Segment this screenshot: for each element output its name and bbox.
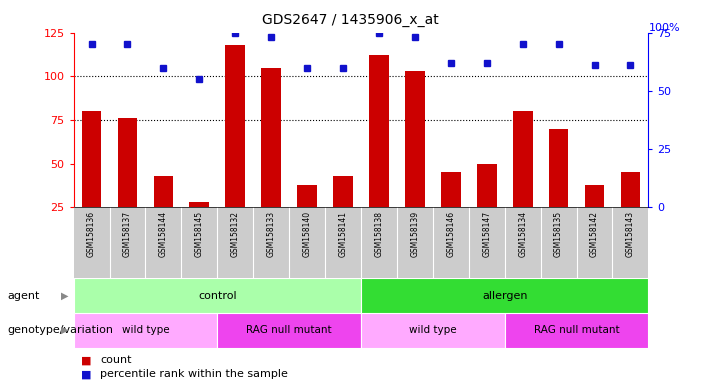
Text: GSM158132: GSM158132 (231, 211, 240, 257)
Text: GSM158142: GSM158142 (590, 211, 599, 257)
Bar (189, 202, 209, 251)
Bar (226, 45, 245, 251)
Text: genotype/variation: genotype/variation (7, 325, 113, 335)
Text: GSM158146: GSM158146 (447, 211, 456, 257)
Text: allergen: allergen (482, 291, 527, 301)
Bar (74, 278, 361, 313)
Text: agent: agent (7, 291, 39, 301)
Text: count: count (100, 355, 132, 365)
Bar (361, 278, 648, 313)
Bar (261, 68, 281, 251)
Bar (549, 129, 569, 251)
Bar (82, 111, 102, 251)
Text: GSM158143: GSM158143 (626, 211, 635, 257)
Bar (118, 118, 137, 251)
Text: GDS2647 / 1435906_x_at: GDS2647 / 1435906_x_at (262, 13, 439, 27)
Text: percentile rank within the sample: percentile rank within the sample (100, 369, 288, 379)
Text: GSM158140: GSM158140 (303, 211, 312, 257)
Bar (333, 176, 353, 251)
Text: ■: ■ (81, 369, 91, 379)
Text: GSM158135: GSM158135 (554, 211, 563, 257)
Text: GSM158139: GSM158139 (410, 211, 419, 257)
Text: ▶: ▶ (60, 291, 68, 301)
Text: GSM158137: GSM158137 (123, 211, 132, 257)
Bar (154, 176, 173, 251)
Bar (217, 313, 361, 348)
Bar (620, 172, 640, 251)
Text: GSM158147: GSM158147 (482, 211, 491, 257)
Bar (441, 172, 461, 251)
Text: GSM158145: GSM158145 (195, 211, 204, 257)
Bar (361, 313, 505, 348)
Bar (405, 71, 425, 251)
Text: ▶: ▶ (60, 325, 68, 335)
Bar (369, 55, 389, 251)
Bar (297, 185, 317, 251)
Text: control: control (198, 291, 237, 301)
Text: GSM158141: GSM158141 (339, 211, 348, 257)
Text: GSM158133: GSM158133 (266, 211, 275, 257)
Text: 100%: 100% (648, 23, 680, 33)
Text: ■: ■ (81, 355, 91, 365)
Text: GSM158144: GSM158144 (159, 211, 168, 257)
Bar (477, 164, 496, 251)
Text: wild type: wild type (409, 325, 456, 335)
Text: GSM158138: GSM158138 (374, 211, 383, 257)
Text: wild type: wild type (122, 325, 169, 335)
Bar (505, 313, 648, 348)
Text: GSM158136: GSM158136 (87, 211, 96, 257)
Text: RAG null mutant: RAG null mutant (246, 325, 332, 335)
Bar (74, 313, 217, 348)
Bar (585, 185, 604, 251)
Bar (513, 111, 533, 251)
Text: RAG null mutant: RAG null mutant (533, 325, 620, 335)
Text: GSM158134: GSM158134 (518, 211, 527, 257)
